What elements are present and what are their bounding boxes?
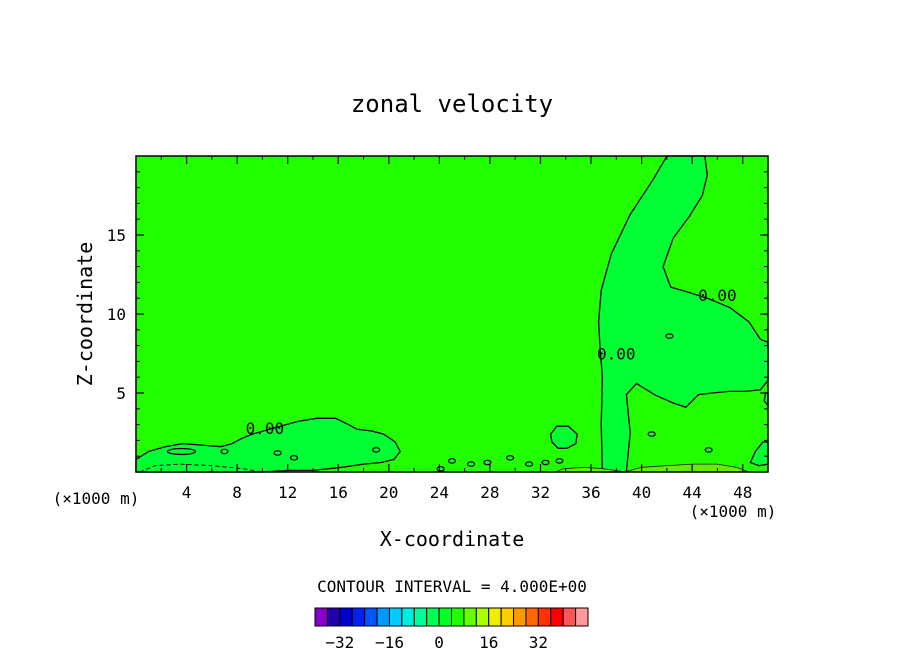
- small-contour-island: [524, 461, 534, 467]
- colorbar-swatch: [413, 607, 428, 627]
- small-contour-island: [704, 447, 713, 453]
- x-tick-label: 24: [430, 483, 449, 502]
- colorbar-tick-label: −32: [325, 633, 354, 652]
- colorbar-swatch: [339, 607, 353, 627]
- small-contour-island: [466, 461, 476, 467]
- colorbar: [314, 607, 589, 627]
- x-tick-label: 32: [531, 483, 550, 502]
- chart-title: zonal velocity: [351, 90, 553, 118]
- colorbar-swatch: [562, 607, 577, 627]
- colorbar-swatch: [376, 607, 390, 627]
- contour-value-label: 0.00: [597, 345, 636, 364]
- colorbar-swatch: [351, 607, 366, 627]
- small-contour-island: [447, 458, 457, 464]
- y-tick-label: 5: [116, 384, 126, 403]
- colorbar-swatch: [451, 607, 465, 627]
- colorbar-swatch: [525, 607, 539, 627]
- small-contour-island: [372, 447, 381, 453]
- x-tick-label: 20: [379, 483, 398, 502]
- small-contour-island: [483, 459, 492, 466]
- colorbar-tick-label: 0: [434, 633, 444, 652]
- zero-contour-line: [597, 155, 769, 473]
- zero-contour-line: [549, 425, 578, 449]
- colorbar-swatch: [475, 607, 490, 627]
- positive-region-right: [598, 156, 768, 472]
- colorbar-swatch: [388, 607, 403, 627]
- x-tick-label: 12: [278, 483, 297, 502]
- x-unit-label-right: (×1000 m): [690, 502, 777, 521]
- small-contour-island: [273, 450, 282, 456]
- colorbar-swatch: [537, 607, 552, 627]
- contour-interval-label: CONTOUR INTERVAL = 4.000E+00: [317, 577, 587, 596]
- colorbar-swatch: [500, 607, 515, 627]
- colorbar-swatch: [463, 607, 477, 627]
- small-contour-island: [436, 465, 445, 472]
- zero-contour-line: [135, 417, 401, 473]
- small-contour-island: [665, 333, 674, 339]
- colorbar-swatch: [513, 607, 527, 627]
- plot-area: 0.000.000.00 4 8 12 16 20 24 28 32 36 40 44 48 5101…: [107, 155, 769, 502]
- positive-region-blob: [550, 426, 578, 449]
- small-contour-island: [555, 458, 564, 464]
- x-tick-label: 40: [632, 483, 651, 502]
- x-axis-label: X-coordinate: [380, 527, 525, 551]
- colorbar-tick-labels: −32 −16 0 16 32: [325, 633, 548, 652]
- colorbar-swatch: [326, 607, 341, 627]
- colorbar-tick-label: −16: [375, 633, 404, 652]
- colorbar-tick-label: 32: [529, 633, 548, 652]
- positive-region-bottom: [136, 418, 401, 472]
- x-tick-label: 44: [683, 483, 702, 502]
- colorbar-swatch: [575, 607, 589, 627]
- colorbar-swatch: [401, 607, 415, 627]
- colorbar-swatch: [488, 607, 502, 627]
- y-axis-label: Z-coordinate: [73, 242, 97, 387]
- x-tick-label: 4: [182, 483, 192, 502]
- small-contour-island: [166, 447, 197, 456]
- x-tick-label: 48: [733, 483, 752, 502]
- contour-value-label: 0.00: [698, 286, 737, 305]
- small-contour-island: [289, 454, 299, 461]
- small-contour-island: [647, 431, 656, 437]
- colorbar-swatch: [438, 607, 452, 627]
- negative-contour-line: [139, 463, 263, 473]
- x-tick-label: 8: [232, 483, 242, 502]
- positive-region-blob: [750, 442, 768, 466]
- contour-value-label: 0.00: [246, 419, 285, 438]
- x-tick-label: 16: [329, 483, 348, 502]
- x-tick-label: 36: [581, 483, 600, 502]
- y-tick-label: 10: [107, 305, 126, 324]
- y-tick-label: 15: [107, 226, 126, 245]
- colorbar-swatch: [364, 607, 378, 627]
- colorbar-swatch: [314, 607, 328, 627]
- x-unit-label-left: (×1000 m): [53, 489, 140, 508]
- small-contour-island: [541, 459, 550, 466]
- colorbar-swatch: [550, 607, 564, 627]
- small-contour-island: [506, 454, 515, 461]
- x-tick-label: 28: [480, 483, 499, 502]
- colorbar-tick-label: 16: [479, 633, 498, 652]
- colorbar-swatch: [426, 607, 440, 627]
- small-contour-island: [220, 448, 229, 455]
